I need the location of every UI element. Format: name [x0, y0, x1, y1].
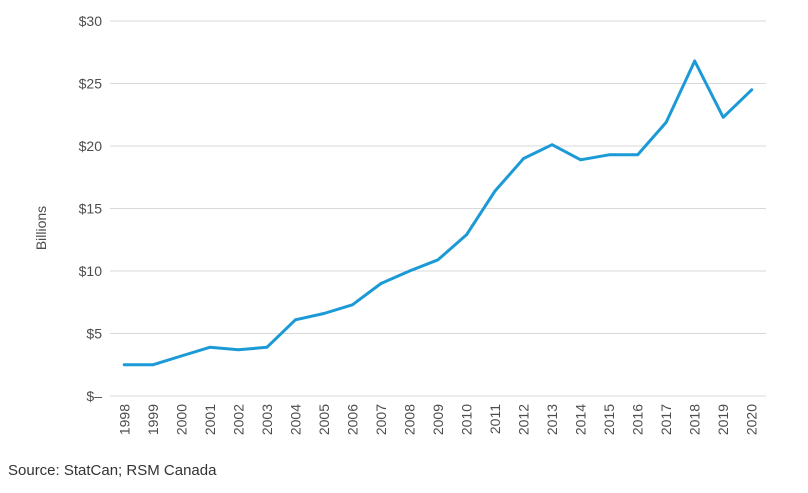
data-point-2009	[436, 258, 440, 262]
data-point-2002	[236, 348, 240, 352]
data-point-2018	[693, 59, 697, 63]
x-tick-label: 2003	[259, 404, 275, 435]
data-point-2012	[522, 157, 525, 160]
y-tick-label: $5	[86, 326, 102, 342]
x-tick-label: 2018	[687, 404, 703, 435]
data-point-2008	[408, 269, 411, 273]
x-tick-label: 2007	[373, 404, 389, 435]
x-tick-label: 2002	[230, 404, 246, 435]
data-point-2003	[265, 345, 269, 349]
data-point-2000	[179, 354, 183, 358]
x-tick-label: 2005	[316, 404, 332, 435]
x-tick-label: 2017	[658, 404, 674, 435]
data-point-2013	[550, 143, 554, 147]
x-tick-label: 2019	[715, 404, 731, 435]
x-axis-ticks: 1998 1999 2000 2001 2002 2003 2004 2005 2006 2007…	[116, 404, 759, 435]
y-tick-label: $20	[79, 138, 103, 154]
data-point-2004	[293, 318, 297, 322]
series-line	[122, 59, 754, 367]
x-tick-label: 2010	[459, 404, 475, 435]
data-point-2020	[750, 88, 754, 92]
x-tick-label: 1999	[145, 404, 161, 435]
y-tick-label: $25	[79, 76, 103, 92]
y-tick-label: $–	[86, 388, 102, 404]
y-tick-label: $30	[79, 13, 103, 29]
data-point-2017	[664, 120, 668, 124]
y-axis-label: Billions	[33, 206, 49, 250]
x-tick-label: 1998	[116, 404, 132, 435]
data-point-2015	[607, 153, 611, 157]
grid-lines	[110, 20, 766, 397]
data-point-1998	[122, 363, 126, 367]
data-point-2014	[579, 158, 583, 162]
line-chart: $– $5 $10 $15 $20 $25 $30 1998 1999 2000 2001 2002…	[33, 13, 766, 435]
y-axis-ticks: $– $5 $10 $15 $20 $25 $30	[79, 13, 103, 404]
data-point-2006	[351, 303, 354, 307]
data-point-2010	[465, 233, 468, 237]
x-tick-label: 2016	[630, 404, 646, 435]
y-tick-label: $15	[79, 201, 103, 217]
data-point-1999	[151, 363, 155, 367]
x-tick-label: 2000	[173, 404, 189, 435]
data-point-2019	[721, 115, 725, 119]
series-layer	[122, 59, 754, 367]
x-tick-label: 2004	[287, 404, 303, 435]
x-tick-label: 2001	[202, 404, 218, 435]
data-point-2001	[208, 345, 212, 349]
x-tick-label: 2012	[516, 404, 532, 435]
x-tick-label: 2008	[401, 404, 417, 435]
x-tick-label: 2014	[573, 404, 589, 435]
x-tick-label: 2006	[344, 404, 360, 435]
x-tick-label: 2020	[744, 404, 760, 435]
x-tick-label: 2015	[601, 404, 617, 435]
x-tick-label: 2013	[544, 404, 560, 435]
y-tick-label: $10	[79, 263, 103, 279]
data-point-2016	[636, 153, 640, 157]
data-point-2011	[493, 189, 497, 193]
source-note: Source: StatCan; RSM Canada	[8, 462, 217, 479]
data-point-2007	[379, 282, 383, 285]
x-tick-label: 2009	[430, 404, 446, 435]
x-tick-label: 2011	[487, 404, 503, 434]
data-point-2005	[322, 312, 326, 315]
